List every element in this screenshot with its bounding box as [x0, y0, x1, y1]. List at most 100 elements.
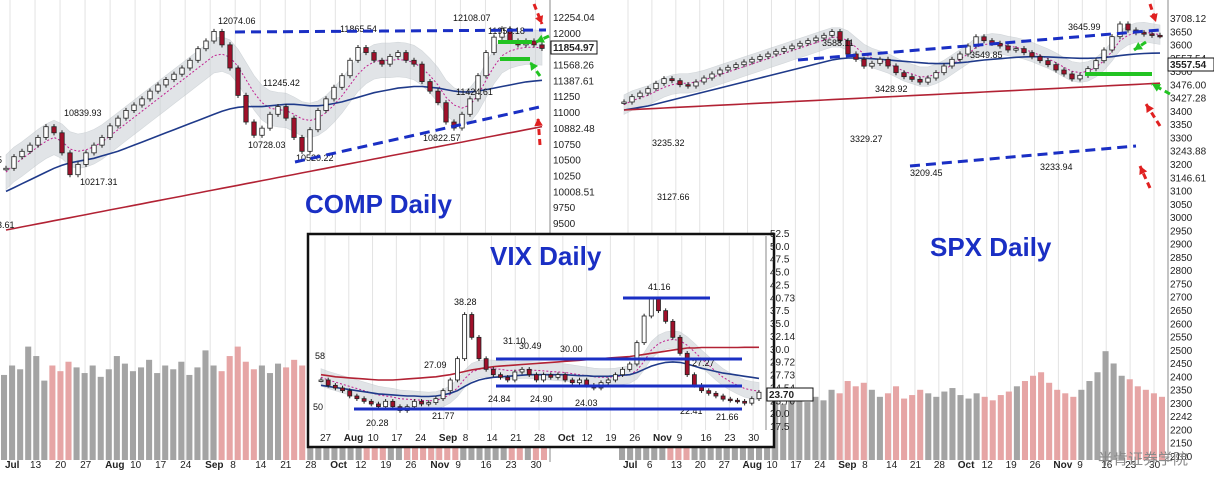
- vix-x-tick-label: 9: [677, 433, 683, 444]
- spx-y-tick-label: 3708.12: [1170, 14, 1207, 25]
- spx-y-tick-label: 2200: [1170, 425, 1193, 436]
- vix-candle-body: [541, 374, 546, 381]
- comp-volume-bar: [65, 361, 72, 460]
- comp-red-arrow-bottom-head: [534, 118, 543, 127]
- comp-candle-body: [291, 117, 297, 138]
- spx-x-tick-label: 16: [1101, 460, 1113, 471]
- vix-price-annotation: 27.27: [692, 358, 715, 368]
- vix-price-annotation: 21.66: [716, 412, 739, 422]
- spx-volume-bar: [1150, 393, 1157, 460]
- spx-candle-body: [781, 48, 787, 52]
- comp-volume-bar: [25, 346, 32, 460]
- spx-price-annotation: 3549.85: [970, 50, 1003, 60]
- vix-candle-body: [469, 314, 475, 338]
- spx-price-annotation: 3588.11: [822, 38, 854, 48]
- vix-candle-body: [433, 398, 439, 403]
- comp-x-tick-label: Nov: [430, 460, 449, 471]
- vix-price-annotation: 58: [315, 351, 325, 361]
- spx-candle-body: [653, 82, 659, 90]
- comp-candle-body: [395, 52, 401, 57]
- spx-red-arrow-top-head: [1149, 13, 1158, 22]
- comp-candle-body: [443, 102, 449, 123]
- spx-candles: [621, 21, 1163, 105]
- vix-candle-body: [498, 374, 503, 378]
- vix-y-tick-label: 29.72: [770, 358, 795, 369]
- spx-candle-body: [869, 62, 875, 67]
- comp-candle-body: [467, 98, 473, 115]
- vix-candle-body: [490, 368, 496, 376]
- comp-last-price-tag: 11854.97: [553, 43, 595, 54]
- vix-candle-body: [519, 368, 525, 373]
- vix-y-tick-label: 30.0: [770, 345, 790, 356]
- vix-candle-body: [605, 379, 611, 384]
- spx-candle-body: [885, 58, 891, 67]
- comp-volume-bar: [146, 359, 153, 460]
- vix-x-tick-label: 23: [724, 433, 736, 444]
- comp-y-tick-label: 10882.48: [553, 124, 595, 135]
- spx-x-tick-label: 9: [1077, 460, 1083, 471]
- comp-x-tick-label: Oct: [330, 460, 347, 471]
- spx-candle-body: [901, 72, 907, 78]
- spx-x-tick-label: Sep: [838, 460, 856, 471]
- spx-price-annotation: 3209.45: [910, 168, 943, 178]
- comp-x-tick-label: 27: [80, 460, 92, 471]
- comp-volume-bar: [81, 373, 88, 460]
- spx-annotations: 3645.99 3588.11 3549.85 3428.92 3235.32 3329.…: [652, 22, 1101, 202]
- vix-ma-line-1: [320, 338, 760, 402]
- spx-y-tick-label: 2900: [1170, 240, 1193, 251]
- vix-x-tick-label: 8: [463, 433, 469, 444]
- vix-candle-body: [720, 395, 726, 400]
- comp-volume-bar: [226, 356, 233, 460]
- comp-y-tick-label: 10008.51: [553, 187, 595, 198]
- comp-candle-body: [219, 31, 225, 46]
- vix-x-tick-label: 10: [368, 433, 380, 444]
- vix-x-tick-label: 27: [320, 433, 332, 444]
- vix-x-tick-label: 24: [415, 433, 427, 444]
- comp-candle-body: [411, 59, 417, 65]
- spx-green-arrow-2: [1151, 82, 1171, 96]
- comp-candle-body: [35, 137, 41, 146]
- comp-volume-bar: [275, 363, 282, 460]
- spx-volume-bar: [981, 396, 988, 460]
- spx-x-tick-label: 12: [982, 460, 994, 471]
- spx-price-annotation: 3127.66: [657, 192, 690, 202]
- spx-candle-body: [933, 72, 939, 79]
- vix-candles: [318, 296, 762, 413]
- vix-candle-body: [555, 374, 561, 378]
- spx-y-tick-label: 3243.88: [1170, 147, 1207, 158]
- spx-candle-body: [1149, 33, 1155, 36]
- vix-candle-body: [706, 390, 712, 394]
- spx-y-tick-label: 3200: [1170, 160, 1193, 171]
- spx-y-tick-label: 3476.00: [1170, 80, 1207, 91]
- spx-volume-bar: [941, 391, 948, 460]
- vix-candle-body: [663, 310, 669, 322]
- spx-green-arrow-head: [1134, 42, 1143, 50]
- spx-y-tick-label: 3500: [1170, 67, 1193, 78]
- comp-x-tick-label: 12: [355, 460, 367, 471]
- comp-candle-body: [171, 73, 177, 80]
- comp-volume-bar: [49, 365, 56, 460]
- vix-candle-body: [562, 374, 568, 381]
- spx-red-arrow-bottom-head: [1139, 166, 1148, 175]
- spx-y-tick-label: 2800: [1170, 266, 1193, 277]
- spx-volume-bar: [828, 389, 835, 460]
- comp-volume-bar: [41, 380, 48, 460]
- vix-price-annotation: 30.00: [560, 344, 583, 354]
- spx-volume-bar: [1118, 375, 1125, 460]
- spx-chart-title: SPX Daily: [930, 232, 1052, 262]
- comp-volume-bar: [121, 363, 128, 460]
- vix-candle-body: [677, 336, 683, 354]
- comp-candle-body: [267, 113, 273, 129]
- vix-candle-body: [634, 342, 640, 365]
- spx-volume-bar: [933, 396, 940, 460]
- vix-x-tick-label: Oct: [558, 433, 575, 444]
- vix-y-tick-label: 32.14: [770, 332, 795, 343]
- vix-candle-body: [620, 368, 625, 376]
- vix-price-annotation: 50: [313, 402, 323, 412]
- spx-volume-bar: [925, 393, 932, 460]
- spx-candle-body: [709, 73, 715, 79]
- comp-candle-body: [435, 90, 441, 104]
- vix-y-tick-label: 52.5: [770, 229, 790, 240]
- spx-candle-body: [893, 65, 899, 74]
- comp-x-tick-label: Aug: [105, 460, 124, 471]
